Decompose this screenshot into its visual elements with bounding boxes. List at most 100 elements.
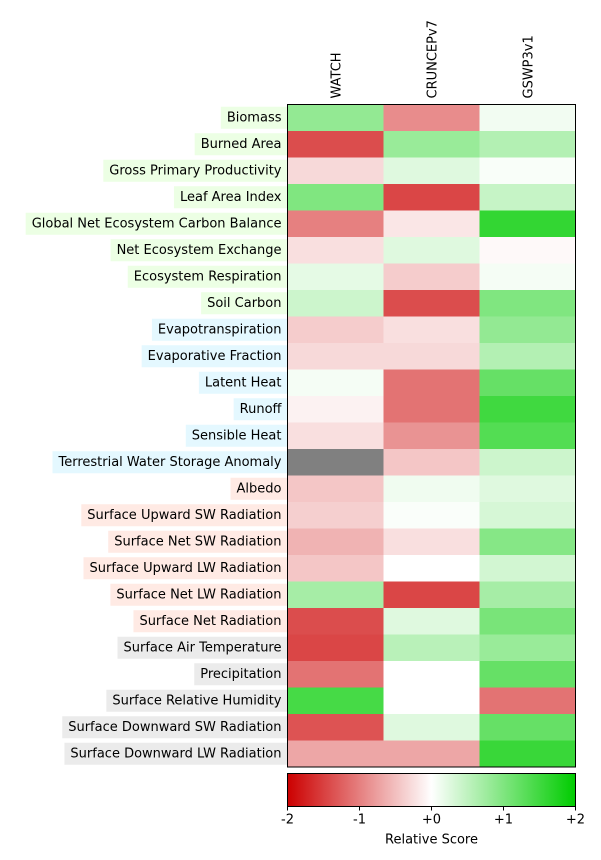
- heatmap-cell: [287, 714, 384, 741]
- row-label: Surface Upward LW Radiation: [89, 561, 281, 576]
- heatmap-cell: [287, 290, 384, 317]
- colorbar-tick-label: -1: [353, 813, 366, 828]
- heatmap-cell: [479, 237, 576, 264]
- row-label-backgrounds: [25, 106, 288, 765]
- row-label-background: [230, 477, 288, 500]
- heatmap-cell: [383, 528, 480, 556]
- heatmap-cell: [479, 157, 576, 185]
- row-label-background: [173, 186, 288, 209]
- heatmap-cell: [479, 422, 576, 450]
- row-label-background: [133, 610, 288, 633]
- row-label-background: [194, 663, 288, 686]
- heatmap-cell: [383, 714, 480, 741]
- heatmap-cell: [479, 740, 576, 768]
- heatmap-cell: [479, 528, 576, 556]
- heatmap-cell: [383, 555, 480, 582]
- heatmap-cell: [287, 104, 384, 132]
- heatmap-cell: [479, 290, 576, 317]
- colorbar: -2 -1 +0 +1 +2 Relative Score: [281, 773, 585, 848]
- row-label: Leaf Area Index: [180, 190, 282, 205]
- row-label-background: [103, 159, 288, 182]
- colorbar-tick-label: -2: [281, 813, 294, 828]
- heatmap-cell: [287, 475, 384, 503]
- heatmap-cell: [383, 343, 480, 370]
- heatmap-cell: [479, 263, 576, 291]
- heatmap-cell: [383, 687, 480, 715]
- heatmap-cell: [383, 369, 480, 397]
- heatmap-cell: [479, 687, 576, 715]
- heatmap-cell: [383, 237, 480, 264]
- heatmap-cell: [479, 608, 576, 635]
- column-label: GSWP3v1: [522, 35, 537, 98]
- row-label-background: [127, 265, 288, 288]
- heatmap-cell: [287, 661, 384, 688]
- row-label: Surface Relative Humidity: [112, 693, 281, 708]
- heatmap-cell: [287, 237, 384, 264]
- heatmap-cell: [479, 369, 576, 397]
- colorbar-gradient: [287, 773, 576, 807]
- row-label: Soil Carbon: [207, 296, 281, 311]
- row-label: Gross Primary Productivity: [109, 163, 282, 178]
- heatmap-cell: [287, 396, 384, 423]
- heatmap-cell: [383, 661, 480, 688]
- heatmap-cell: [287, 131, 384, 158]
- heatmap-cell: [287, 634, 384, 662]
- heatmap-cell: [479, 343, 576, 370]
- heatmap-cell: [383, 396, 480, 423]
- colorbar-label: Relative Score: [385, 833, 478, 848]
- heatmap-cell: [479, 714, 576, 741]
- row-label-background: [141, 345, 288, 368]
- row-label: Global Net Ecosystem Carbon Balance: [32, 216, 282, 231]
- row-label-background: [201, 292, 288, 315]
- row-label-background: [106, 689, 288, 712]
- row-label: Surface Net SW Radiation: [114, 534, 281, 549]
- colorbar-tick-label: +2: [566, 813, 585, 828]
- row-label-background: [110, 583, 288, 606]
- heatmap-cell: [383, 449, 480, 476]
- heatmap-cell: [383, 316, 480, 344]
- heatmap-cell: [383, 131, 480, 158]
- heatmap-cell: [383, 157, 480, 185]
- row-label-background: [220, 106, 288, 129]
- heatmap-cell: [383, 608, 480, 635]
- heatmap-cell: [383, 210, 480, 238]
- column-label: CRUNCEPv7: [426, 20, 441, 98]
- heatmap-cell: [287, 157, 384, 185]
- heatmap-cell: [287, 316, 384, 344]
- row-label: Ecosystem Respiration: [134, 269, 282, 284]
- row-label: Albedo: [237, 481, 282, 496]
- heatmap-cell: [383, 475, 480, 503]
- row-label-background: [194, 133, 288, 156]
- row-label: Surface Net Radiation: [139, 614, 281, 629]
- row-label: Net Ecosystem Exchange: [117, 243, 282, 258]
- heatmap-cell: [479, 210, 576, 238]
- heatmap-cell: [383, 263, 480, 291]
- row-label: Terrestrial Water Storage Anomaly: [57, 455, 281, 470]
- row-label-background: [233, 398, 288, 421]
- row-label-background: [117, 636, 288, 659]
- row-label: Surface Upward SW Radiation: [87, 508, 281, 523]
- heatmap-cell: [383, 104, 480, 132]
- heatmap-cell: [479, 184, 576, 211]
- heatmap-cells: [287, 104, 576, 768]
- heatmap-cell: [287, 608, 384, 635]
- heatmap-cell: [287, 210, 384, 238]
- heatmap-cell: [287, 555, 384, 582]
- heatmap-cell: [479, 502, 576, 529]
- heatmap-cell: [479, 581, 576, 609]
- heatmap-cell: [383, 634, 480, 662]
- row-label-background: [25, 212, 288, 235]
- row-label: Surface Air Temperature: [124, 640, 282, 655]
- heatmap-cell: [479, 555, 576, 582]
- row-label-background: [185, 424, 288, 447]
- heatmap-frame: [287, 104, 576, 768]
- heatmap-cell: [479, 104, 576, 132]
- heatmap-cell: [383, 290, 480, 317]
- colorbar-ticks: -2 -1 +0 +1 +2: [281, 806, 585, 828]
- column-label: WATCH: [330, 52, 345, 98]
- row-label-background: [52, 451, 288, 474]
- row-label: Evaporative Fraction: [148, 349, 282, 364]
- row-label-background: [62, 716, 288, 739]
- colorbar-tick-label: +0: [422, 813, 441, 828]
